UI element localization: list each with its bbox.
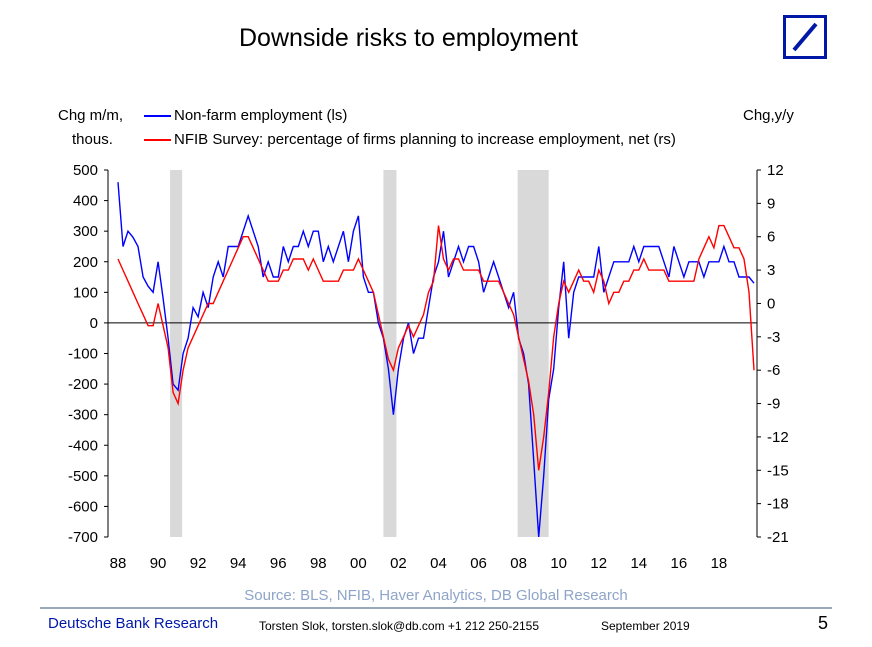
x-tick-label: 92 bbox=[190, 555, 207, 572]
right-tick-label: -3 bbox=[767, 329, 780, 346]
right-tick-label: -9 bbox=[767, 396, 780, 413]
legend-item-nonfarm: Non-farm employment (ls) bbox=[144, 107, 347, 124]
x-tick-label: 04 bbox=[430, 555, 447, 572]
x-tick-label: 96 bbox=[270, 555, 287, 572]
left-tick-label: -300 bbox=[68, 407, 98, 424]
left-tick-label: 100 bbox=[73, 284, 98, 301]
x-tick-label: 98 bbox=[310, 555, 327, 572]
left-tick-label: -600 bbox=[68, 498, 98, 515]
brand-name: Deutsche Bank Research bbox=[48, 615, 219, 632]
right-tick-label: -15 bbox=[767, 462, 789, 479]
source-note: Source: BLS, NFIB, Haver Analytics, DB G… bbox=[244, 587, 628, 604]
right-tick-label: -18 bbox=[767, 496, 789, 513]
right-tick-label: 0 bbox=[767, 295, 775, 312]
legend-swatch-blue bbox=[144, 115, 171, 118]
publication-date: September 2019 bbox=[601, 619, 690, 633]
left-tick-label: 300 bbox=[73, 223, 98, 240]
page-number: 5 bbox=[818, 613, 829, 633]
x-tick-label: 18 bbox=[711, 555, 728, 572]
left-tick-label: 200 bbox=[73, 254, 98, 271]
series-line-nfib bbox=[117, 224, 755, 471]
x-tick-label: 12 bbox=[590, 555, 607, 572]
left-tick-label: -700 bbox=[68, 529, 98, 546]
x-tick-label: 14 bbox=[630, 555, 647, 572]
right-tick-label: 6 bbox=[767, 229, 775, 246]
right-tick-label: 3 bbox=[767, 262, 775, 279]
x-tick-label: 90 bbox=[150, 555, 167, 572]
x-tick-label: 94 bbox=[230, 555, 247, 572]
legend-item-nfib: NFIB Survey: percentage of firms plannin… bbox=[144, 131, 676, 148]
footer-divider bbox=[40, 607, 832, 609]
chart-plot: 5004003002001000-100-200-300-400-500-600… bbox=[68, 162, 789, 572]
left-tick-label: 500 bbox=[73, 162, 98, 179]
left-tick-label: 400 bbox=[73, 193, 98, 210]
author-contact: Torsten Slok, torsten.slok@db.com +1 212… bbox=[259, 619, 540, 633]
x-tick-label: 88 bbox=[110, 555, 127, 572]
chart-title: Downside risks to employment bbox=[238, 24, 578, 52]
series-line-nonfarm bbox=[117, 182, 755, 538]
recession-band bbox=[383, 170, 397, 537]
right-tick-label: 9 bbox=[767, 195, 775, 212]
left-tick-label: -200 bbox=[68, 376, 98, 393]
left-tick-label: 0 bbox=[90, 315, 98, 332]
right-tick-label: 12 bbox=[767, 162, 784, 179]
left-tick-label: -100 bbox=[68, 346, 98, 363]
right-tick-label: -12 bbox=[767, 429, 789, 446]
x-tick-label: 16 bbox=[671, 555, 688, 572]
recession-band bbox=[170, 170, 183, 537]
left-axis-label-line2: thous. bbox=[72, 131, 113, 148]
x-tick-label: 02 bbox=[390, 555, 407, 572]
right-tick-label: -6 bbox=[767, 362, 780, 379]
right-tick-label: -21 bbox=[767, 529, 789, 546]
legend-swatch-red bbox=[144, 139, 171, 142]
x-tick-label: 00 bbox=[350, 555, 367, 572]
deutsche-bank-logo bbox=[783, 15, 827, 59]
right-axis-label: Chg,y/y bbox=[743, 107, 794, 124]
legend-label: Non-farm employment (ls) bbox=[174, 107, 348, 124]
x-tick-label: 06 bbox=[470, 555, 487, 572]
left-tick-label: -500 bbox=[68, 468, 98, 485]
left-tick-label: -400 bbox=[68, 437, 98, 454]
x-tick-label: 10 bbox=[550, 555, 567, 572]
x-tick-label: 08 bbox=[510, 555, 527, 572]
left-axis-label-line1: Chg m/m, bbox=[58, 107, 124, 124]
legend-label: NFIB Survey: percentage of firms plannin… bbox=[174, 131, 676, 148]
